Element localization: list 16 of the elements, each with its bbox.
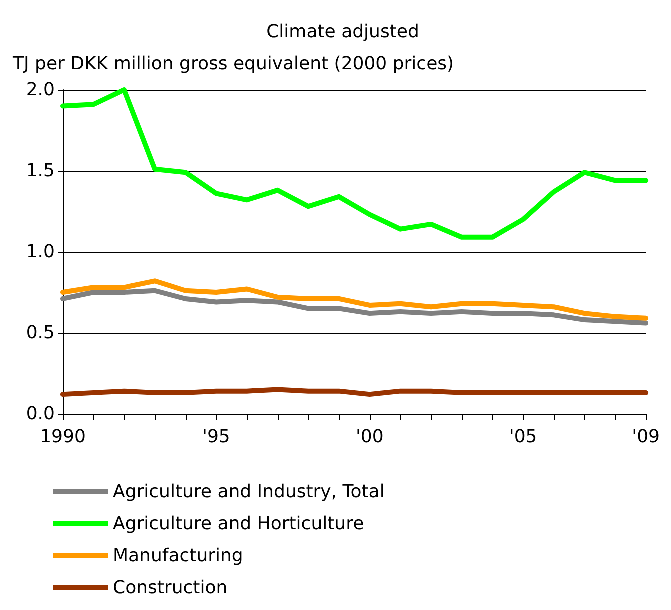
x-tick-label: '05 xyxy=(509,426,538,448)
legend-label: Manufacturing xyxy=(113,546,244,566)
y-tick-label: 0.5 xyxy=(26,322,55,344)
y-tick-label: 1.0 xyxy=(26,242,55,262)
x-tick-label: '00 xyxy=(356,426,384,448)
x-tick-label: '95 xyxy=(202,426,230,448)
x-tick-label: 1990 xyxy=(40,426,86,448)
legend-label: Agriculture and Horticulture xyxy=(113,514,364,534)
chart-title: Climate adjusted xyxy=(266,22,420,42)
y-tick-label: 0.0 xyxy=(26,404,55,424)
y-tick-label: 1.5 xyxy=(26,160,55,182)
y-tick-label: 2.0 xyxy=(26,80,55,100)
x-tick-label: '09 xyxy=(632,426,660,448)
y-axis-title: TJ per DKK million gross equivalent (2000 prices) xyxy=(12,54,454,74)
legend-label: Construction xyxy=(113,578,228,598)
legend-label: Agriculture and Industry, Total xyxy=(113,482,385,502)
